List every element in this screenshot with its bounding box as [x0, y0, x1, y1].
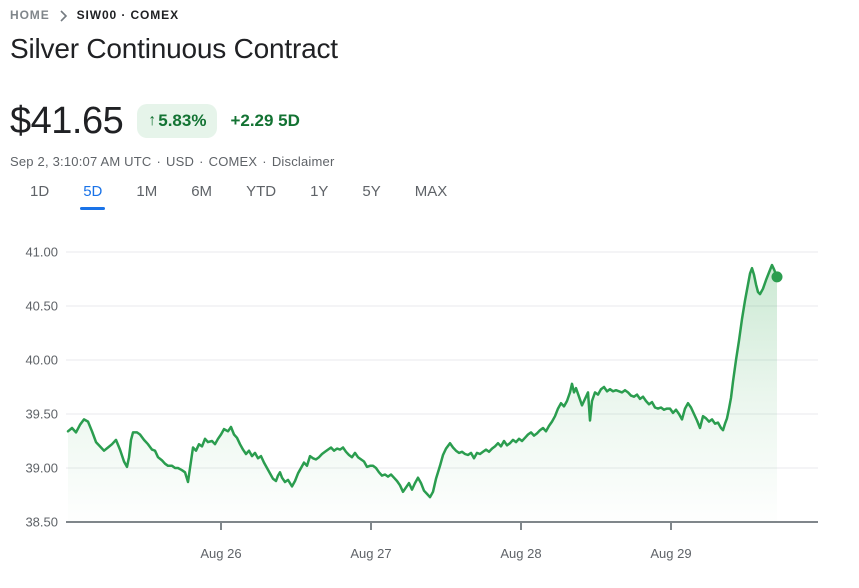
- disclaimer-link[interactable]: Disclaimer: [271, 154, 335, 169]
- page-title: Silver Continuous Contract: [10, 33, 338, 64]
- x-axis-label: Aug 29: [650, 546, 691, 561]
- price-area-fill: [68, 265, 777, 522]
- symbol-crumb: SIW00 · COMEX: [76, 8, 179, 22]
- separator-dot: ·: [156, 154, 162, 169]
- price-chart[interactable]: 41.00 40.50 40.00 39.50 39.00 38.50 Aug 26 Aug …: [0, 239, 859, 579]
- tab-5d[interactable]: 5D: [80, 183, 106, 210]
- price-change-badge: ↑ 5.83%: [137, 104, 218, 138]
- tab-1y[interactable]: 1Y: [310, 183, 329, 200]
- end-point-dot: [771, 271, 783, 283]
- quote-meta: Sep 2, 3:10:07 AM UTC · USD · COMEX · Di…: [10, 154, 859, 169]
- breadcrumb: HOME SIW00 · COMEX: [10, 8, 859, 22]
- quote-header: HOME SIW00 · COMEX Silver Continuous Con…: [0, 8, 859, 169]
- current-price: $41.65: [10, 100, 124, 142]
- currency: USD: [166, 154, 195, 169]
- timestamp: Sep 2, 3:10:07 AM UTC: [10, 154, 152, 169]
- y-axis-label: 40.00: [25, 353, 58, 368]
- y-axis-label: 39.50: [25, 407, 58, 422]
- price-line: [66, 263, 779, 499]
- arrow-up-icon: ↑: [148, 112, 157, 129]
- time-range-tabs: 1D 5D 1M 6M YTD 1Y 5Y MAX: [0, 183, 859, 214]
- tab-1d[interactable]: 1D: [30, 183, 50, 200]
- separator-dot: ·: [199, 154, 204, 169]
- x-axis-label: Aug 27: [350, 546, 391, 561]
- tab-ytd[interactable]: YTD: [246, 183, 277, 200]
- price-row: $41.65 ↑ 5.83% +2.29 5D: [10, 100, 859, 142]
- chevron-right-icon: [59, 9, 68, 22]
- tab-max[interactable]: MAX: [414, 183, 448, 200]
- exchange: COMEX: [208, 154, 258, 169]
- chart-svg[interactable]: 41.00 40.50 40.00 39.50 39.00 38.50 Aug 26 Aug …: [0, 239, 859, 579]
- y-axis-label: 38.50: [25, 515, 58, 530]
- tab-6m[interactable]: 6M: [191, 183, 213, 200]
- y-axis-label: 40.50: [25, 299, 58, 314]
- tab-1m[interactable]: 1M: [136, 183, 158, 200]
- x-axis-label: Aug 26: [200, 546, 241, 561]
- separator-dot: ·: [262, 154, 267, 169]
- y-axis-label: 39.00: [25, 461, 58, 476]
- change-percent: 5.83%: [158, 111, 207, 130]
- home-link[interactable]: HOME: [10, 8, 50, 22]
- y-axis-label: 41.00: [25, 245, 58, 260]
- x-axis-label: Aug 28: [500, 546, 541, 561]
- change-absolute: +2.29 5D: [230, 111, 300, 130]
- tab-5y[interactable]: 5Y: [362, 183, 381, 200]
